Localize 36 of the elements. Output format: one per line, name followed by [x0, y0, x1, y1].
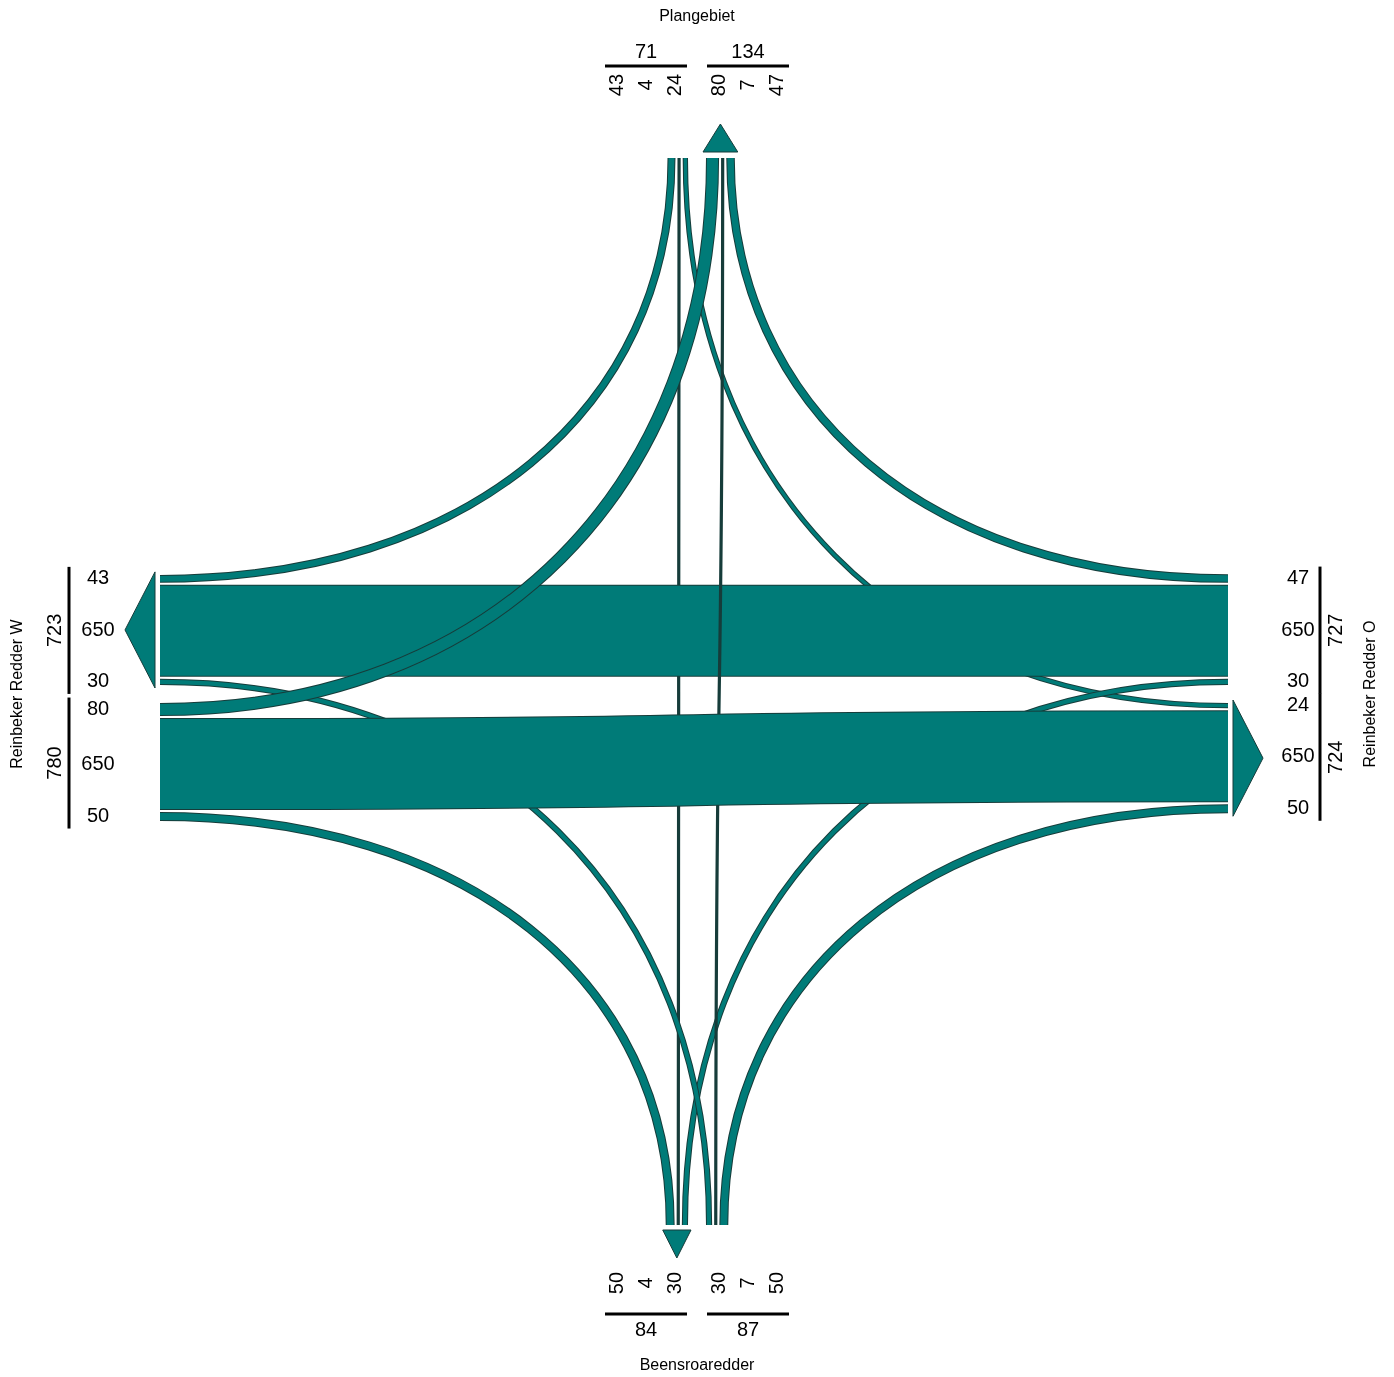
data-label: 50	[1286, 796, 1310, 819]
text: 780	[42, 746, 65, 780]
text: 71	[634, 39, 658, 62]
data-label: 4	[633, 1277, 656, 1289]
category-label: Reinbeker Redder W	[8, 618, 26, 769]
data-label: 30	[662, 1271, 685, 1295]
data-label: 650	[1281, 743, 1315, 766]
text: 30	[706, 1271, 729, 1295]
text: 87	[736, 1317, 760, 1340]
category-label: Beensroaredder	[639, 1356, 756, 1374]
text: 650	[1281, 618, 1315, 641]
text: 727	[1323, 613, 1346, 647]
text: 43	[604, 73, 627, 97]
data-label: 47	[764, 73, 787, 97]
text: 723	[42, 613, 65, 648]
text: 650	[81, 751, 115, 774]
data-label: 24	[1286, 693, 1310, 716]
data-label: 7	[735, 79, 758, 91]
text: 80	[86, 697, 110, 720]
text: 50	[86, 804, 110, 827]
text: 47	[1286, 566, 1310, 589]
data-label: 50	[604, 1271, 627, 1295]
text: 4	[633, 79, 656, 91]
data-label: 30	[86, 669, 110, 692]
category-label: Plangebiet	[659, 7, 736, 25]
text: 30	[1286, 669, 1310, 692]
text: 7	[735, 1277, 758, 1289]
data-label: 43	[86, 566, 110, 589]
text: 84	[634, 1317, 658, 1340]
data-label: 650	[81, 618, 115, 641]
text: 24	[662, 73, 685, 97]
data-label: 80	[706, 73, 729, 97]
text: 134	[731, 39, 765, 62]
category-label: Reinbeker Redder O	[1361, 620, 1379, 768]
text: 724	[1323, 740, 1346, 774]
text: 50	[764, 1271, 787, 1295]
